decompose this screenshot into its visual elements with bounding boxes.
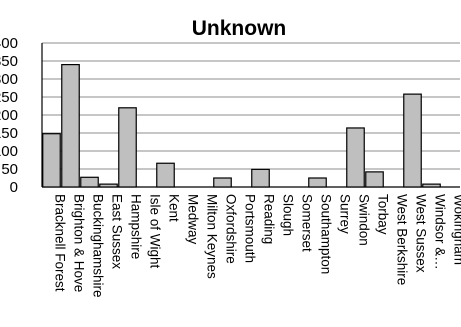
- bar: [213, 177, 232, 188]
- y-tick-label: 200: [0, 107, 18, 124]
- y-tick-label: 150: [0, 125, 18, 142]
- x-tick-label: Buckinghamshire: [91, 194, 106, 298]
- y-tick-label: 350: [0, 53, 18, 70]
- x-tick-label: Bracknell Forest: [53, 194, 68, 292]
- x-tick-label: Windsor &…: [433, 194, 448, 270]
- bar: [42, 133, 61, 188]
- x-tick-label: Southampton: [319, 194, 334, 274]
- bar: [80, 176, 99, 188]
- x-tick-label: Slough: [281, 194, 296, 236]
- y-tick-label: 400: [0, 35, 18, 52]
- bar: [99, 183, 118, 188]
- y-tick-label: 50: [1, 161, 18, 178]
- bar: [308, 177, 327, 188]
- bar: [156, 162, 175, 188]
- y-tick-label: 300: [0, 71, 18, 88]
- x-tick-label: East Sussex: [110, 194, 125, 269]
- x-tick-label: Reading: [262, 194, 277, 244]
- x-tick-label: Torbay: [376, 194, 391, 235]
- bar: [61, 63, 80, 188]
- x-tick-label: Surrey: [338, 194, 353, 234]
- y-tick-label: 0: [10, 179, 18, 196]
- x-tick-label: Milton Keynes: [205, 194, 220, 279]
- x-tick-label: Somerset: [300, 194, 315, 252]
- x-tick-label: Brighton & Hove: [72, 194, 87, 292]
- x-tick-label: Wokingham: [452, 194, 461, 265]
- chart-title: Unknown: [192, 17, 287, 40]
- x-tick-label: Swindon: [357, 194, 372, 246]
- x-tick-label: Oxfordshire: [224, 194, 239, 264]
- bar: [365, 171, 384, 188]
- x-tick-label: West Berkshire: [395, 194, 410, 285]
- bar: [346, 127, 365, 188]
- y-tick-label: 250: [0, 89, 18, 106]
- bar: [422, 183, 441, 188]
- y-tick-label: 100: [0, 143, 18, 160]
- bar: [251, 168, 270, 188]
- x-tick-label: Medway: [186, 194, 201, 245]
- x-tick-label: West Sussex: [414, 194, 429, 273]
- x-tick-label: Kent: [167, 194, 182, 222]
- x-tick-label: Hampshire: [129, 194, 144, 259]
- bar: [403, 93, 422, 188]
- x-tick-label: Isle of Wight: [148, 194, 163, 269]
- bar: [118, 107, 137, 188]
- x-tick-label: Portsmouth: [243, 194, 258, 263]
